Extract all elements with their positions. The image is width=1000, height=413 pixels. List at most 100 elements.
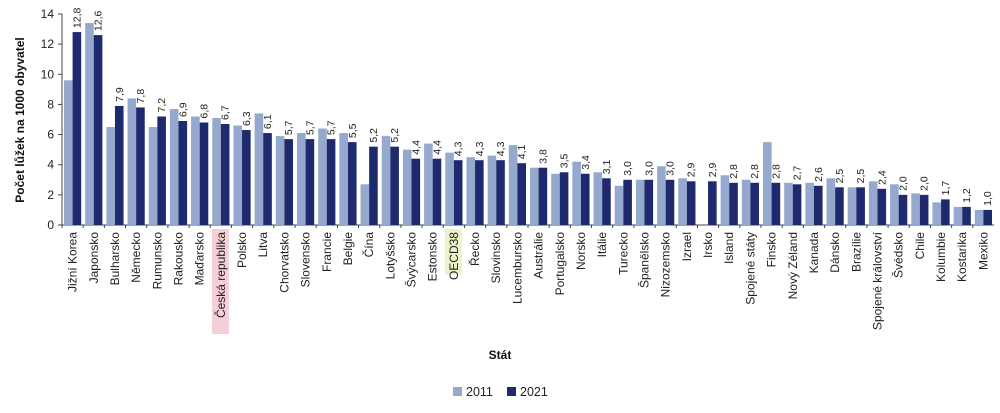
category-label: Španělsko bbox=[637, 232, 652, 288]
data-label: 7,9 bbox=[114, 87, 126, 102]
y-tick-label: 12 bbox=[41, 37, 55, 51]
bar-2021 bbox=[686, 181, 696, 225]
bar-2011 bbox=[508, 145, 518, 225]
bar-2021 bbox=[347, 142, 357, 225]
y-tick-label: 10 bbox=[41, 67, 55, 81]
bar-2021 bbox=[983, 209, 993, 225]
bar-2011 bbox=[678, 178, 687, 225]
category-label: Nový Zéland bbox=[786, 232, 800, 299]
category-label: Itálie bbox=[595, 232, 609, 258]
legend-label-2021: 2021 bbox=[520, 385, 548, 399]
data-label: 4,1 bbox=[516, 144, 528, 159]
category-label: Estonsko bbox=[426, 232, 440, 282]
data-label: 4,3 bbox=[474, 141, 486, 156]
bar-2021 bbox=[390, 146, 399, 225]
bar-2021 bbox=[136, 107, 145, 225]
data-label: 3,1 bbox=[601, 160, 613, 175]
bar-2021 bbox=[919, 194, 929, 225]
data-label: 7,8 bbox=[135, 89, 147, 104]
category-label: Brazílie bbox=[849, 232, 863, 272]
bar-2011 bbox=[233, 125, 243, 225]
bar-2011 bbox=[847, 187, 857, 225]
legend-swatch-2021 bbox=[507, 387, 516, 396]
category-label: Kanada bbox=[807, 232, 821, 274]
data-label: 5,5 bbox=[347, 123, 359, 138]
category-label: Norsko bbox=[574, 232, 588, 270]
bar-2011 bbox=[254, 113, 264, 225]
bar-2021 bbox=[517, 163, 527, 225]
bar-2011 bbox=[381, 136, 391, 225]
bar-2021 bbox=[114, 105, 124, 225]
data-label: 5,2 bbox=[368, 128, 380, 143]
category-label: Francie bbox=[320, 232, 334, 272]
legend: 2011 2021 bbox=[453, 385, 548, 399]
bar-2011 bbox=[296, 133, 306, 225]
category-label: Lucembursko bbox=[510, 232, 524, 304]
data-label: 2,8 bbox=[728, 164, 740, 179]
bar-2021 bbox=[580, 173, 590, 225]
y-tick-label: 8 bbox=[47, 97, 54, 111]
category-label: Švédsko bbox=[891, 232, 906, 278]
bar-2011 bbox=[741, 179, 751, 225]
category-label: Kostarika bbox=[955, 232, 969, 282]
x-axis-title: Stát bbox=[489, 348, 512, 362]
y-tick-label: 6 bbox=[47, 128, 54, 142]
data-label: 6,9 bbox=[177, 102, 189, 117]
legend-swatch-2011 bbox=[453, 387, 462, 396]
bar-2011 bbox=[169, 108, 179, 225]
bar-2011 bbox=[657, 166, 666, 225]
data-label: 4,4 bbox=[410, 140, 422, 155]
category-label: Izrael bbox=[680, 232, 694, 261]
bar-2021 bbox=[835, 187, 844, 225]
bar-2021 bbox=[771, 182, 781, 225]
category-label: Japonsko bbox=[87, 232, 101, 284]
bar-2021 bbox=[708, 181, 717, 225]
category-label: Austrálie bbox=[532, 232, 546, 279]
category-label: Kolumbie bbox=[934, 232, 948, 282]
bar-2011 bbox=[360, 184, 370, 225]
category-label: OECD38 bbox=[447, 232, 461, 280]
category-label: Chile bbox=[913, 232, 927, 260]
bar-2021 bbox=[644, 179, 654, 225]
category-label: Portugalsko bbox=[553, 232, 567, 296]
bar-2011 bbox=[614, 185, 624, 225]
data-label: 2,5 bbox=[855, 169, 867, 184]
bar-2021 bbox=[199, 122, 209, 225]
data-label: 2,7 bbox=[792, 166, 804, 181]
data-label: 3,0 bbox=[622, 161, 634, 176]
data-label: 3,4 bbox=[580, 155, 592, 170]
category-label: Turecko bbox=[616, 232, 630, 275]
data-label: 1,7 bbox=[940, 181, 952, 196]
bar-2011 bbox=[805, 182, 814, 225]
category-label: Belgie bbox=[341, 232, 355, 266]
bar-2021 bbox=[72, 32, 82, 226]
bar-2011 bbox=[974, 209, 984, 225]
bar-2011 bbox=[593, 172, 603, 225]
category-label: Švýcarsko bbox=[404, 232, 419, 288]
data-label: 2,5 bbox=[834, 169, 846, 184]
bar-2011 bbox=[85, 23, 94, 225]
category-label: Lotyšsko bbox=[383, 232, 397, 280]
data-label: 6,8 bbox=[198, 104, 210, 119]
bar-2021 bbox=[263, 133, 272, 225]
bar-2021 bbox=[792, 184, 802, 225]
bar-2021 bbox=[432, 158, 442, 225]
category-label: Polsko bbox=[235, 232, 249, 268]
category-label: Nizozemsko bbox=[659, 232, 673, 298]
data-label: 12,8 bbox=[71, 7, 83, 28]
data-label: 6,7 bbox=[220, 105, 232, 120]
category-highlight bbox=[211, 229, 229, 334]
data-label: 5,7 bbox=[283, 120, 295, 135]
bar-2021 bbox=[411, 158, 421, 225]
category-label: Mexiko bbox=[976, 232, 990, 270]
category-label: Bulharsko bbox=[108, 232, 122, 286]
category-label: Spojené státy bbox=[743, 232, 757, 305]
bar-2011 bbox=[572, 161, 581, 225]
y-axis-title: Počet lůžek na 1000 obyvatel bbox=[13, 37, 27, 202]
category-labels: Jižní Korea Japonsko Bulharsko Německo Rumun… bbox=[66, 229, 990, 334]
bar-2021 bbox=[220, 124, 230, 225]
data-label: 3,0 bbox=[664, 161, 676, 176]
data-label: 4,3 bbox=[453, 141, 465, 156]
bar-2011 bbox=[275, 136, 285, 225]
